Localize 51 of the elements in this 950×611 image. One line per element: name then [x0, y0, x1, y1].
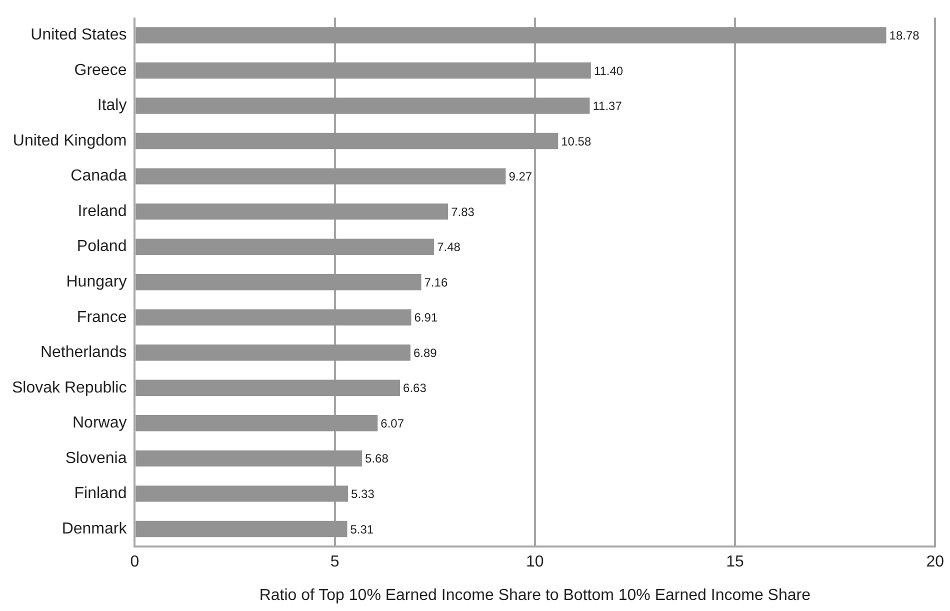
bar — [136, 203, 448, 220]
y-tick-label: Ireland — [78, 202, 127, 220]
bar — [136, 450, 362, 467]
data-label: 9.27 — [508, 170, 532, 184]
y-tick-label: United Kingdom — [12, 132, 127, 150]
bar — [136, 380, 400, 396]
bar — [136, 168, 506, 184]
y-tick-label: Slovak Republic — [12, 379, 127, 396]
bar — [136, 309, 412, 326]
bar — [136, 486, 348, 502]
y-tick-label: Norway — [72, 414, 127, 432]
x-axis-title: Ratio of Top 10% Earned Income Share to Bottom 10% Earned Income Share — [259, 586, 811, 604]
bar — [136, 415, 378, 432]
data-label: 10.58 — [561, 134, 592, 148]
data-label: 6.63 — [403, 381, 427, 396]
data-label: 6.91 — [414, 310, 438, 325]
bar — [136, 27, 886, 44]
y-tick-label: Hungary — [66, 274, 127, 291]
y-tick-label: Slovenia — [65, 450, 127, 467]
x-tick-label: 10 — [526, 554, 544, 571]
bar — [136, 62, 591, 79]
data-label: 5.31 — [350, 522, 374, 536]
data-label: 6.07 — [380, 416, 404, 430]
data-label: 7.16 — [424, 275, 448, 290]
y-tick-label: Finland — [74, 485, 127, 502]
x-tick-label: 5 — [330, 554, 340, 571]
data-label: 11.40 — [594, 64, 624, 78]
data-label: 5.33 — [351, 487, 375, 502]
x-tick-label: 15 — [726, 554, 744, 571]
y-tick-label: France — [76, 308, 127, 326]
y-tick-label: Netherlands — [40, 344, 127, 362]
data-label: 7.83 — [451, 204, 475, 219]
data-label: 6.89 — [413, 346, 438, 360]
y-tick-label: United States — [30, 26, 127, 44]
y-tick-label: Canada — [70, 168, 127, 185]
bar — [136, 520, 348, 538]
data-label: 5.68 — [365, 452, 389, 466]
bar — [136, 98, 590, 114]
y-tick-label: Italy — [97, 97, 127, 114]
bar — [136, 238, 434, 255]
x-tick-label: 0 — [130, 554, 140, 571]
bar — [136, 344, 410, 361]
bar — [136, 274, 422, 290]
y-tick-label: Denmark — [62, 520, 128, 538]
data-label: 7.48 — [437, 240, 461, 254]
y-tick-label: Poland — [76, 238, 127, 256]
x-tick-label: 20 — [926, 554, 944, 571]
y-tick-label: Greece — [74, 62, 127, 79]
bar — [136, 132, 558, 150]
data-label: 18.78 — [889, 28, 920, 43]
data-label: 11.37 — [592, 99, 622, 114]
